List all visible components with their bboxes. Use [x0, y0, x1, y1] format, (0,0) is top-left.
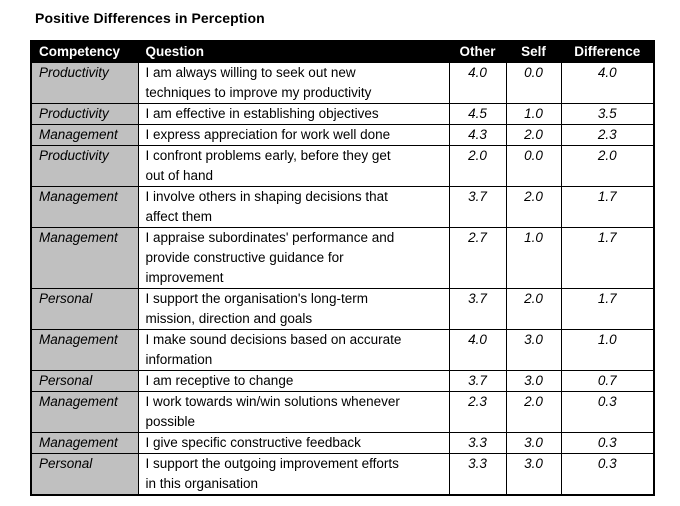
question-cell: I support the outgoing improvement effor…	[137, 453, 450, 496]
other-cell: 2.7	[448, 227, 507, 289]
other-cell: 3.7	[448, 186, 507, 228]
column-header-other: Other	[448, 40, 507, 63]
other-cell: 2.0	[448, 145, 507, 187]
table-row: Management I express appreciation for wo…	[30, 124, 655, 146]
self-cell: 0.0	[505, 145, 562, 187]
competency-cell: Management	[30, 432, 139, 454]
self-cell: 1.0	[505, 103, 562, 125]
table-row: Management I involve others in shaping d…	[30, 186, 655, 228]
difference-cell: 2.0	[560, 145, 655, 187]
table-row: Productivity I am always willing to seek…	[30, 62, 655, 104]
other-cell: 3.3	[448, 432, 507, 454]
table-row: Management I appraise subordinates' perf…	[30, 227, 655, 289]
competency-cell: Management	[30, 391, 139, 433]
difference-cell: 1.7	[560, 186, 655, 228]
question-cell: I am always willing to seek out new tech…	[137, 62, 450, 104]
question-cell: I involve others in shaping decisions th…	[137, 186, 450, 228]
competency-cell: Management	[30, 124, 139, 146]
self-cell: 3.0	[505, 432, 562, 454]
question-cell: I support the organisation's long-term m…	[137, 288, 450, 330]
question-cell: I give specific constructive feedback	[137, 432, 450, 454]
other-cell: 4.3	[448, 124, 507, 146]
difference-cell: 0.7	[560, 370, 655, 392]
self-cell: 3.0	[505, 329, 562, 371]
column-header-question: Question	[137, 40, 450, 63]
table-row: Personal I am receptive to change 3.7 3.…	[30, 370, 655, 392]
competency-cell: Productivity	[30, 145, 139, 187]
difference-cell: 0.3	[560, 391, 655, 433]
perception-table: Competency Question Other Self Differenc…	[30, 40, 655, 496]
self-cell: 2.0	[505, 288, 562, 330]
difference-cell: 1.7	[560, 227, 655, 289]
other-cell: 2.3	[448, 391, 507, 433]
column-header-self: Self	[505, 40, 562, 63]
competency-cell: Management	[30, 329, 139, 371]
self-cell: 0.0	[505, 62, 562, 104]
other-cell: 3.3	[448, 453, 507, 496]
self-cell: 2.0	[505, 124, 562, 146]
table-row: Personal I support the outgoing improvem…	[30, 453, 655, 496]
difference-cell: 0.3	[560, 453, 655, 496]
table-header-row: Competency Question Other Self Differenc…	[30, 40, 655, 63]
table-row: Personal I support the organisation's lo…	[30, 288, 655, 330]
self-cell: 3.0	[505, 453, 562, 496]
difference-cell: 1.7	[560, 288, 655, 330]
table-row: Management I give specific constructive …	[30, 432, 655, 454]
other-cell: 3.7	[448, 288, 507, 330]
table-row: Productivity I am effective in establish…	[30, 103, 655, 125]
difference-cell: 4.0	[560, 62, 655, 104]
competency-cell: Management	[30, 227, 139, 289]
competency-cell: Personal	[30, 453, 139, 496]
self-cell: 2.0	[505, 186, 562, 228]
column-header-difference: Difference	[560, 40, 655, 63]
self-cell: 2.0	[505, 391, 562, 433]
competency-cell: Management	[30, 186, 139, 228]
difference-cell: 1.0	[560, 329, 655, 371]
self-cell: 3.0	[505, 370, 562, 392]
table-row: Management I make sound decisions based …	[30, 329, 655, 371]
self-cell: 1.0	[505, 227, 562, 289]
question-cell: I work towards win/win solutions wheneve…	[137, 391, 450, 433]
table-row: Management I work towards win/win soluti…	[30, 391, 655, 433]
question-cell: I am effective in establishing objective…	[137, 103, 450, 125]
question-cell: I make sound decisions based on accurate…	[137, 329, 450, 371]
difference-cell: 3.5	[560, 103, 655, 125]
competency-cell: Productivity	[30, 62, 139, 104]
competency-cell: Personal	[30, 288, 139, 330]
column-header-competency: Competency	[30, 40, 139, 63]
table-row: Productivity I confront problems early, …	[30, 145, 655, 187]
other-cell: 3.7	[448, 370, 507, 392]
competency-cell: Productivity	[30, 103, 139, 125]
competency-cell: Personal	[30, 370, 139, 392]
difference-cell: 2.3	[560, 124, 655, 146]
question-cell: I appraise subordinates' performance and…	[137, 227, 450, 289]
page-title: Positive Differences in Perception	[35, 10, 265, 26]
question-cell: I am receptive to change	[137, 370, 450, 392]
other-cell: 4.5	[448, 103, 507, 125]
other-cell: 4.0	[448, 62, 507, 104]
table-body: Productivity I am always willing to seek…	[30, 62, 655, 496]
other-cell: 4.0	[448, 329, 507, 371]
difference-cell: 0.3	[560, 432, 655, 454]
question-cell: I express appreciation for work well don…	[137, 124, 450, 146]
question-cell: I confront problems early, before they g…	[137, 145, 450, 187]
